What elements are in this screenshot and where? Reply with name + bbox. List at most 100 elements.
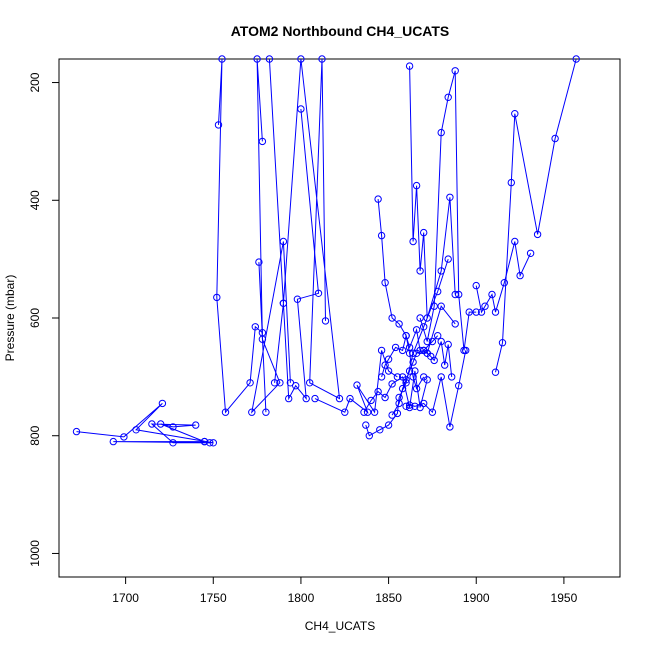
data-point <box>253 55 261 63</box>
data-point <box>405 62 414 70</box>
series-line <box>268 58 341 400</box>
data-point <box>416 346 424 355</box>
data-point <box>472 308 480 316</box>
x-tick-label: 1700 <box>112 591 139 605</box>
data-point <box>169 439 177 447</box>
data-point <box>416 267 424 275</box>
data-point <box>381 279 389 287</box>
data-point <box>363 408 372 416</box>
data-point <box>377 231 386 240</box>
series-points <box>72 55 580 447</box>
data-point <box>409 349 417 357</box>
data-point <box>213 293 221 302</box>
data-point <box>374 387 382 396</box>
series-line <box>495 58 577 373</box>
data-point <box>500 279 508 287</box>
x-tick-label: 1800 <box>288 591 315 605</box>
y-tick-label: 1000 <box>28 540 42 567</box>
data-point <box>367 396 375 405</box>
data-point <box>270 379 279 387</box>
data-point <box>221 408 230 416</box>
data-point <box>381 393 389 402</box>
data-point <box>416 314 424 322</box>
data-point <box>441 361 449 369</box>
data-point <box>251 323 260 331</box>
x-tick-label: 1750 <box>200 591 227 605</box>
series-line <box>391 335 439 416</box>
data-point <box>423 349 431 357</box>
data-point <box>384 421 393 429</box>
data-point <box>302 394 310 403</box>
data-point <box>488 290 496 299</box>
data-point <box>444 340 452 349</box>
data-point <box>384 367 393 375</box>
data-point <box>335 394 344 403</box>
data-point <box>451 320 459 328</box>
data-point <box>381 361 389 369</box>
data-point <box>120 433 128 441</box>
data-point <box>353 381 361 389</box>
data-point <box>402 332 410 340</box>
data-point <box>321 317 330 325</box>
data-point <box>218 55 226 63</box>
data-point <box>391 343 400 352</box>
series-lines <box>76 58 577 444</box>
data-point <box>551 134 559 143</box>
data-point <box>444 255 452 263</box>
data-point <box>405 403 414 412</box>
data-point <box>388 314 396 322</box>
data-point <box>526 249 535 258</box>
data-point <box>206 439 214 447</box>
x-axis: 1700 1750 1800 1850 1900 1950 <box>112 577 578 605</box>
data-point <box>498 339 507 347</box>
data-point <box>306 379 314 387</box>
data-point <box>428 408 437 416</box>
data-point <box>409 237 417 246</box>
data-point <box>248 408 256 416</box>
data-point <box>148 420 156 428</box>
y-tick-label: 600 <box>28 308 42 328</box>
data-point <box>262 408 270 416</box>
data-point <box>377 346 386 355</box>
data-point <box>451 290 459 299</box>
data-point <box>402 379 410 387</box>
data-point <box>446 423 454 431</box>
data-point <box>374 195 382 203</box>
data-point <box>434 332 442 340</box>
data-point <box>265 55 274 63</box>
data-point <box>341 408 349 416</box>
data-point <box>507 178 515 187</box>
data-point <box>402 376 410 384</box>
data-point <box>444 93 452 102</box>
data-point <box>491 368 500 376</box>
data-point <box>384 355 393 363</box>
series-line <box>314 350 398 414</box>
y-tick-label: 200 <box>28 72 42 92</box>
data-point <box>376 426 384 434</box>
data-point <box>279 299 288 307</box>
data-point <box>437 337 445 346</box>
data-point <box>572 55 580 63</box>
series-line <box>475 241 532 314</box>
data-point <box>420 399 428 408</box>
data-point <box>412 181 421 190</box>
data-point <box>411 402 419 410</box>
data-point <box>285 394 293 403</box>
data-point <box>346 394 354 403</box>
data-point <box>360 408 368 416</box>
data-point <box>362 421 370 429</box>
series-line <box>409 66 456 319</box>
series-line <box>381 305 456 378</box>
data-point <box>157 420 165 428</box>
data-point <box>402 402 410 410</box>
data-point <box>258 335 267 343</box>
data-point <box>388 380 396 388</box>
data-point <box>533 230 542 239</box>
series-line <box>150 423 210 444</box>
x-axis-label: CH4_UCATS <box>305 619 375 633</box>
data-point <box>460 346 468 355</box>
data-point <box>318 55 326 63</box>
data-point <box>158 399 167 408</box>
data-point <box>437 302 445 310</box>
